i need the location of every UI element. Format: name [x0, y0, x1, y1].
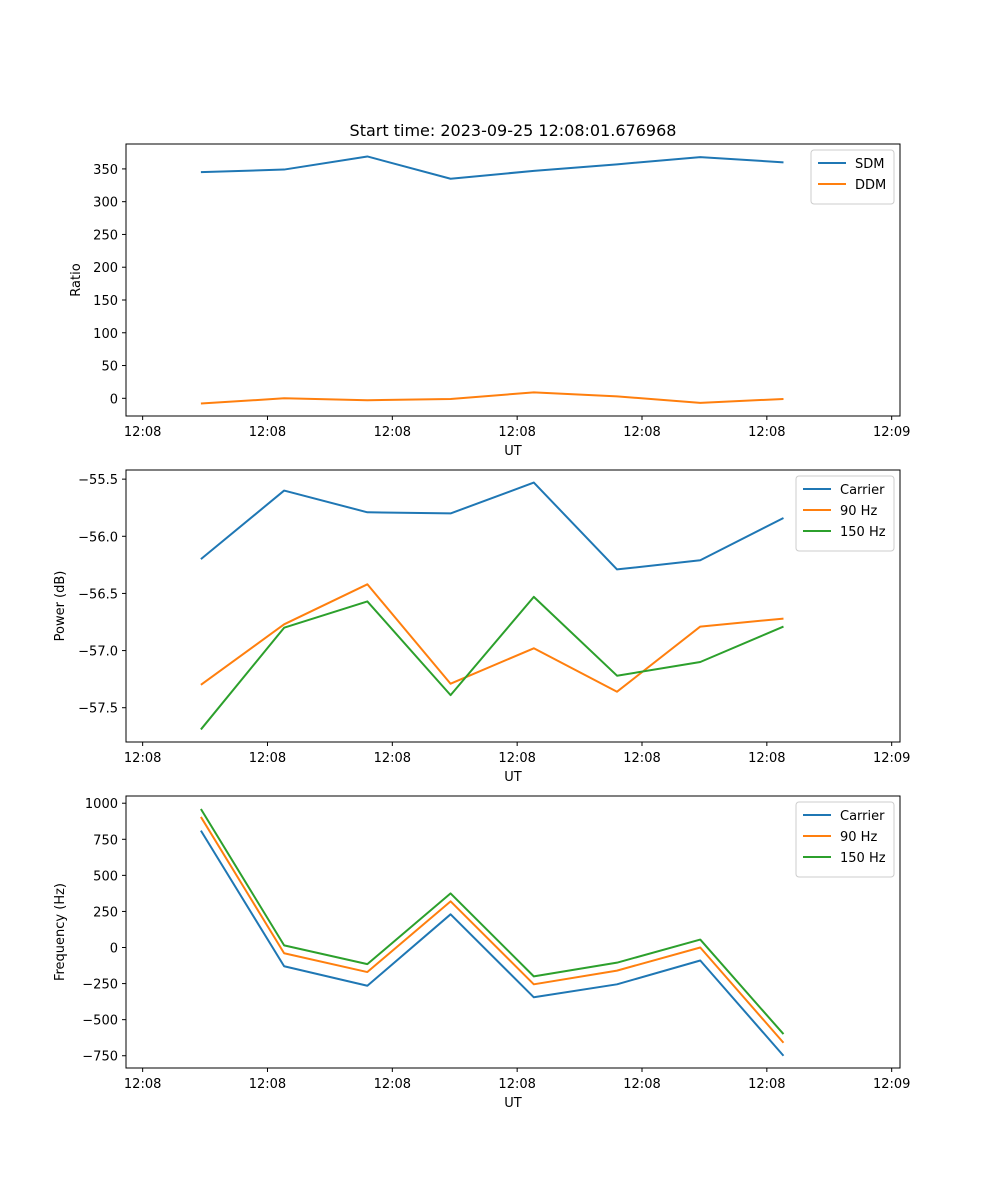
ratio-y-tick-label: 100 [93, 327, 118, 342]
ratio-y-tick-label: 0 [110, 392, 118, 407]
power-axes-frame [125, 469, 901, 743]
ratio-x-tick-label: 12:09 [873, 425, 910, 440]
frequency-y-tick-label: −250 [82, 978, 118, 993]
frequency-series-150-hz-line [200, 808, 785, 1035]
frequency-y-axis-label: Frequency (Hz) [53, 883, 68, 981]
power-y-axis-label: Power (dB) [53, 571, 68, 642]
frequency-x-tick-label: 12:09 [873, 1077, 910, 1092]
frequency-legend: Carrier 90 Hz 150 Hz [795, 801, 895, 878]
frequency-x-tick-label: 12:08 [623, 1077, 660, 1092]
frequency-series-carrier-line [200, 830, 785, 1057]
frequency-x-tick-label: 12:08 [374, 1077, 411, 1092]
ratio-x-tick-label: 12:08 [498, 425, 535, 440]
power-series-150-hz-line [200, 595, 784, 731]
ratio-series-ddm-line [200, 391, 784, 405]
ratio-y-tick-label: 250 [93, 228, 118, 243]
frequency-legend-label: Carrier [840, 809, 885, 824]
ratio-legend-label: SDM [855, 157, 884, 172]
ratio-y-tick-label: 200 [93, 261, 118, 276]
power-legend-label: 90 Hz [840, 504, 877, 519]
ratio-x-tick-label: 12:08 [374, 425, 411, 440]
ratio-y-axis-label: Ratio [69, 263, 84, 296]
subplots: 12:08 12:08 12:08 12:08 12:08 12:08 12:09 0 50 10… [53, 143, 910, 1111]
frequency-legend-label: 90 Hz [840, 830, 877, 845]
power-x-axis-label: UT [504, 770, 522, 785]
power-y-tick-label: −56.5 [78, 587, 118, 602]
power-legend-label: Carrier [840, 483, 885, 498]
power-y-tick-label: −57.0 [78, 645, 118, 660]
ratio-x-tick-label: 12:08 [623, 425, 660, 440]
power-y-tick-label: −57.5 [78, 702, 118, 717]
power-x-tick-label: 12:08 [124, 751, 161, 766]
subplot-power: 12:08 12:08 12:08 12:08 12:08 12:08 12:09 −57.5… [53, 469, 910, 785]
frequency-legend-label: 150 Hz [840, 851, 886, 866]
power-legend-label: 150 Hz [840, 525, 886, 540]
ratio-axes-frame [125, 143, 901, 417]
frequency-x-tick-label: 12:08 [249, 1077, 286, 1092]
chart-title: Start time: 2023-09-25 12:08:01.676968 [350, 121, 677, 140]
ratio-y-tick-label: 150 [93, 294, 118, 309]
power-x-tick-label: 12:08 [249, 751, 286, 766]
ratio-x-tick-label: 12:08 [249, 425, 286, 440]
ratio-y-tick-label: 50 [101, 360, 118, 375]
power-x-tick-label: 12:08 [498, 751, 535, 766]
power-legend: Carrier 90 Hz 150 Hz [795, 475, 895, 552]
frequency-x-tick-label: 12:08 [748, 1077, 785, 1092]
frequency-y-tick-label: 250 [93, 905, 118, 920]
ratio-x-tick-label: 12:08 [124, 425, 161, 440]
frequency-series-90-hz-line [200, 816, 785, 1044]
frequency-legend-frame [795, 801, 895, 878]
subplot-frequency: 12:08 12:08 12:08 12:08 12:08 12:08 12:09 −750 −… [53, 795, 910, 1111]
frequency-x-tick-label: 12:08 [124, 1077, 161, 1092]
frequency-x-axis-label: UT [504, 1096, 522, 1111]
frequency-y-tick-label: 750 [93, 833, 118, 848]
power-x-tick-label: 12:08 [623, 751, 660, 766]
frequency-y-tick-label: −750 [82, 1050, 118, 1065]
power-x-tick-label: 12:08 [748, 751, 785, 766]
ratio-y-tick-label: 300 [93, 196, 118, 211]
power-x-tick-label: 12:08 [374, 751, 411, 766]
power-y-tick-label: −55.5 [78, 473, 118, 488]
power-series-90-hz-line [200, 583, 784, 693]
ratio-legend-label: DDM [855, 178, 886, 193]
frequency-axes-frame [125, 795, 901, 1069]
power-y-tick-label: −56.0 [78, 530, 118, 545]
ratio-x-axis-label: UT [504, 444, 522, 459]
ratio-series-sdm-line [200, 155, 784, 180]
ratio-y-tick-label: 350 [93, 163, 118, 178]
frequency-y-tick-label: −500 [82, 1014, 118, 1029]
ratio-legend: SDM DDM [810, 149, 895, 205]
frequency-x-tick-label: 12:08 [498, 1077, 535, 1092]
frequency-y-tick-label: 500 [93, 869, 118, 884]
frequency-y-tick-label: 0 [110, 942, 118, 957]
power-series-carrier-line [200, 481, 784, 571]
subplot-ratio: 12:08 12:08 12:08 12:08 12:08 12:08 12:09 0 50 10… [69, 143, 910, 459]
frequency-y-tick-label: 1000 [85, 797, 118, 812]
power-x-tick-label: 12:09 [873, 751, 910, 766]
power-legend-frame [795, 475, 895, 552]
ratio-x-tick-label: 12:08 [748, 425, 785, 440]
